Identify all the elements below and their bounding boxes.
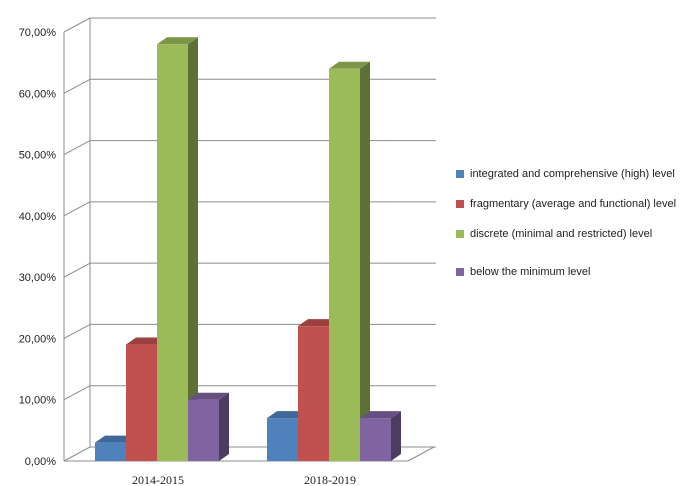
- bars: [95, 37, 401, 461]
- legend-item: discrete (minimal and restricted) level: [456, 226, 678, 242]
- bar: [157, 44, 188, 461]
- gridline-diagonal: [64, 18, 90, 32]
- y-tick-label: 10,00%: [19, 395, 57, 407]
- bar: [188, 400, 219, 461]
- x-tick-label: 2014-2015: [132, 473, 184, 486]
- legend-swatch: [456, 268, 464, 276]
- y-tick-label: 70,00%: [19, 27, 57, 39]
- x-axis-category-labels: 2014-2015 2018-2019: [132, 473, 356, 486]
- legend-label: fragmentary (average and functional) lev…: [470, 196, 676, 212]
- legend: integrated and comprehensive (high) leve…: [456, 166, 678, 294]
- gridline-diagonal: [64, 79, 90, 93]
- gridline-diagonal: [64, 324, 90, 338]
- grid-lines: [64, 18, 436, 447]
- y-tick-label: 60,00%: [19, 88, 57, 100]
- bar-side: [360, 62, 370, 461]
- gridline-diagonal: [64, 202, 90, 216]
- y-tick-label: 20,00%: [19, 333, 57, 345]
- y-tick-label: 50,00%: [19, 150, 57, 162]
- y-axis-tick-labels: 0,00% 10,00% 20,00% 30,00% 40,00% 50,00% 60,00…: [19, 27, 57, 468]
- legend-item: below the minimum level: [456, 264, 678, 280]
- legend-label: integrated and comprehensive (high) leve…: [470, 166, 675, 182]
- gridline-diagonal: [64, 386, 90, 400]
- floor-left-edge: [64, 447, 90, 461]
- bar: [329, 69, 360, 461]
- bar: [360, 418, 391, 461]
- y-tick-label: 0,00%: [25, 456, 56, 468]
- bar: [298, 326, 329, 461]
- bar: [95, 443, 126, 461]
- legend-swatch: [456, 200, 464, 208]
- bar: [126, 345, 157, 461]
- y-tick-label: 30,00%: [19, 272, 57, 284]
- bar-side: [219, 393, 229, 461]
- chart-walls: [64, 18, 434, 461]
- gridline-diagonal: [64, 141, 90, 155]
- legend-item: integrated and comprehensive (high) leve…: [456, 166, 678, 182]
- y-tick-label: 40,00%: [19, 211, 57, 223]
- legend-item: fragmentary (average and functional) lev…: [456, 196, 678, 212]
- bar-side: [391, 411, 401, 461]
- legend-label: below the minimum level: [470, 264, 590, 280]
- floor-right-edge: [408, 447, 434, 461]
- legend-label: discrete (minimal and restricted) level: [470, 226, 652, 242]
- x-tick-label: 2018-2019: [304, 473, 356, 486]
- bar: [267, 418, 298, 461]
- gridline-diagonal: [64, 263, 90, 277]
- legend-swatch: [456, 170, 464, 178]
- legend-swatch: [456, 230, 464, 238]
